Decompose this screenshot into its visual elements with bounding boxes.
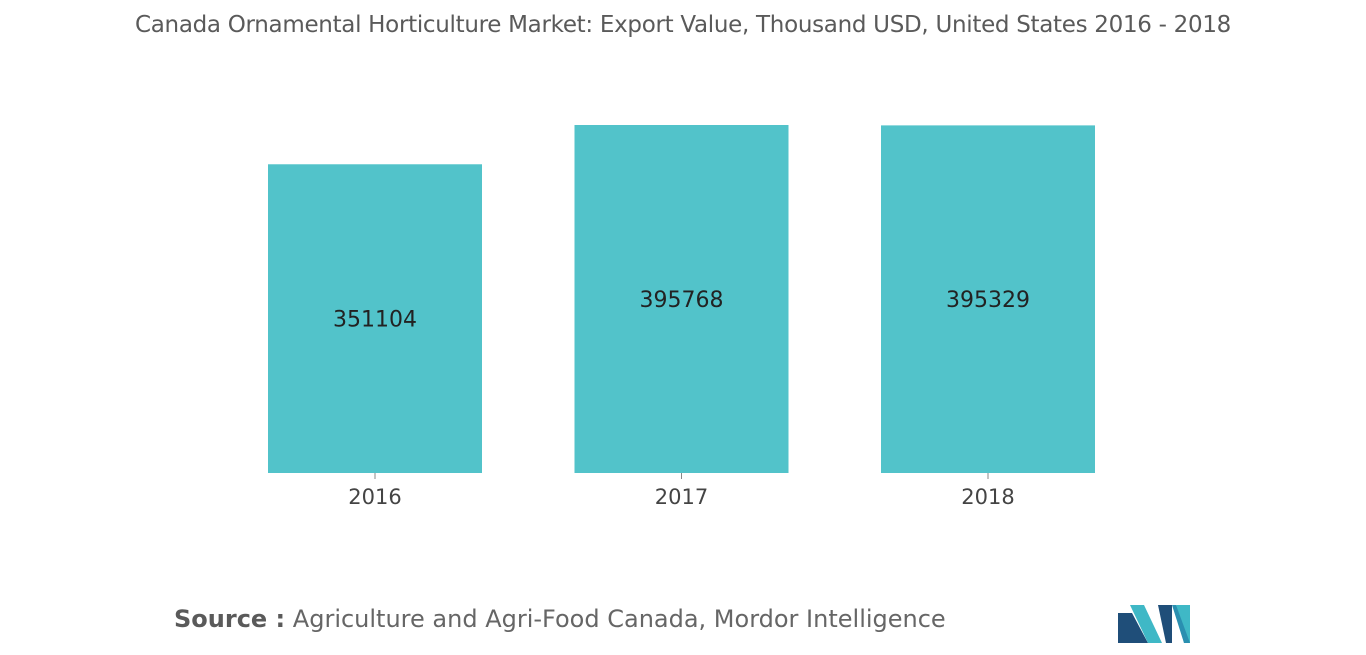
x-tick-label-2016: 2016 [348, 485, 401, 509]
bar-2016 [268, 164, 482, 473]
x-tick-label-2018: 2018 [961, 485, 1014, 509]
data-label-2016: 351104 [333, 308, 417, 333]
bar-2018 [881, 125, 1095, 473]
bar-chart: 351104 2016 395768 2017 395329 2018 [268, 125, 1095, 509]
bar-2017 [574, 125, 789, 473]
source-text: Agriculture and Agri-Food Canada, Mordor… [292, 605, 946, 633]
source-label: Source : [174, 605, 286, 633]
data-label-2018: 395329 [946, 288, 1030, 313]
mordor-intelligence-logo-icon [1118, 605, 1190, 643]
chart-title: Canada Ornamental Horticulture Market: E… [134, 12, 1231, 38]
x-tick-label-2017: 2017 [655, 485, 708, 509]
source-note: Source : Agriculture and Agri-Food Canad… [174, 605, 946, 633]
data-label-2017: 395768 [640, 288, 724, 313]
